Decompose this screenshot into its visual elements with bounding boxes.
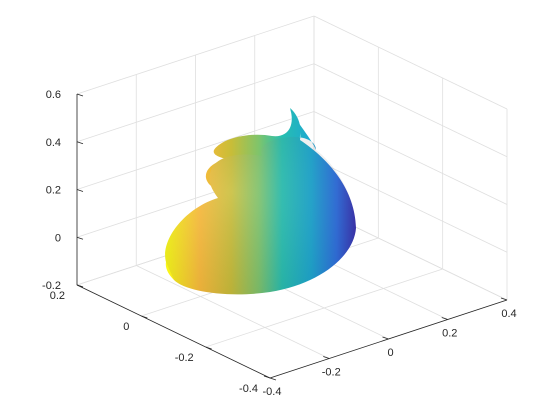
x-tick-mark [500, 297, 508, 301]
z-tick-mark [76, 93, 84, 97]
y-tick-mark [141, 315, 148, 319]
z-tick-label: 0.4 [46, 137, 61, 149]
x-tick-label: -0.2 [322, 367, 341, 379]
x-tick-mark [323, 356, 330, 359]
z-tick-label: -0.2 [42, 280, 61, 292]
grid-line-z-side [313, 15, 508, 110]
grid-line-z-back [76, 111, 315, 190]
y-tick-label: 0 [123, 321, 129, 333]
y-tick-mark [205, 346, 212, 350]
z-tick-label: 0.2 [46, 185, 61, 197]
y-tick-mark [269, 377, 277, 381]
x-tick-mark [441, 317, 448, 320]
z-tick-label: 0.6 [46, 89, 61, 101]
grid-line-z-side [313, 63, 508, 158]
x-tick-label: -0.4 [263, 386, 282, 398]
y-axis-line [76, 284, 271, 379]
grid-line-z-back [76, 63, 315, 143]
x-tick-label: 0 [387, 347, 393, 359]
y-tick-label: -0.2 [175, 352, 194, 364]
grid-line-z-back [76, 15, 315, 95]
axis-layer: -0.4-0.200.20.4-0.4-0.200.2-0.200.20.40.… [42, 89, 517, 398]
x-tick-mark [263, 375, 271, 379]
shell-shading [165, 136, 356, 295]
z-tick-mark [76, 284, 84, 288]
y-tick-label: -0.4 [239, 383, 258, 395]
x-tick-label: 0.2 [442, 328, 457, 340]
grid-line-y-floor [205, 268, 443, 348]
z-tick-label: 0 [55, 232, 61, 244]
x-tick-label: 0.4 [501, 308, 516, 320]
grid-line-z-side [313, 111, 508, 205]
z-tick-mark [76, 236, 84, 240]
grid-line-z-side [313, 158, 508, 253]
grid-line-x-floor [136, 265, 330, 359]
y-tick-label: 0.2 [50, 290, 65, 302]
x-tick-mark [382, 336, 389, 340]
z-tick-mark [76, 189, 84, 192]
z-tick-mark [76, 141, 84, 145]
shell-surface [165, 108, 356, 295]
